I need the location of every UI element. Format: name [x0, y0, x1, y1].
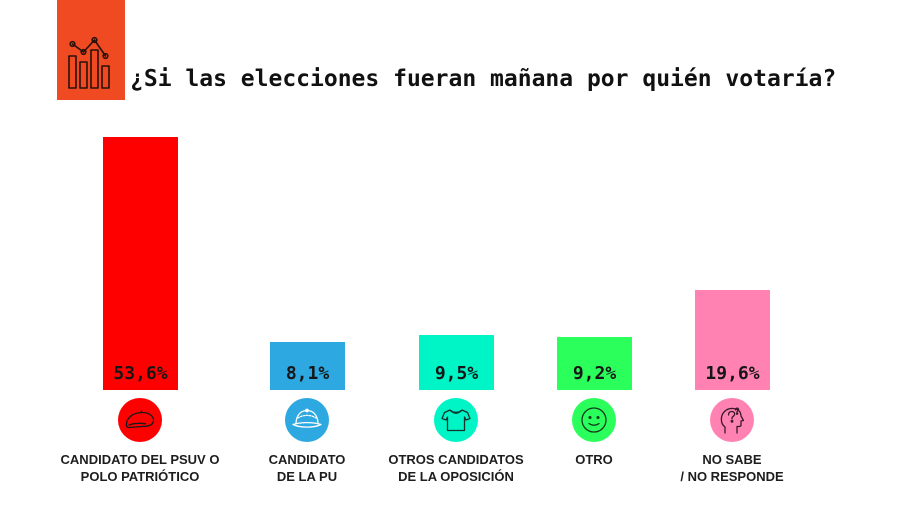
bar-otros-candidatos: 9,5% [419, 335, 494, 390]
bar-psuv: 53,6% [103, 136, 178, 390]
category-group-psuv: 53,6% CANDIDATO DEL PSUV O POLO PATRIÓTI… [40, 0, 240, 508]
data-label-psuv: 53,6% [113, 363, 168, 384]
header-badge [57, 0, 125, 100]
category-label-pu: CANDIDATO DE LA PU [268, 452, 346, 484]
category-label-psuv: CANDIDATO DEL PSUV O POLO PATRIÓTICO [60, 452, 220, 484]
smiley-icon [572, 398, 616, 442]
beret-icon [118, 398, 162, 442]
head-question-icon [710, 398, 754, 442]
data-label-otros-candidatos: 9,5% [434, 363, 479, 384]
bar-otro: 9,2% [557, 336, 632, 390]
chart-title: ¿Si las elecciones fueran mañana por qui… [130, 66, 837, 92]
data-label-no-sabe: 19,6% [705, 363, 760, 384]
category-group-no-sabe: 19,6% NO SABE / NO RESPONDE [632, 0, 832, 508]
category-group-pu: 8,1% CANDIDATO DE LA PU [207, 0, 407, 508]
category-group-otros-candidatos: 9,5% OTROS CANDIDATOS DE LA OPOSICIÓN [356, 0, 556, 508]
category-label-otros-candidatos: OTROS CANDIDATOS DE LA OPOSICIÓN [388, 452, 524, 484]
data-label-pu: 8,1% [285, 363, 330, 384]
data-label-otro: 9,2% [572, 363, 617, 384]
t-shirt-icon [434, 398, 478, 442]
category-label-no-sabe: NO SABE / NO RESPONDE [680, 452, 784, 484]
chart-icon [68, 36, 110, 89]
category-label-otro: OTRO [575, 452, 613, 467]
bar-no-sabe: 19,6% [695, 289, 770, 390]
category-group-otro: 9,2% OTRO [494, 0, 694, 508]
bar-pu: 8,1% [270, 341, 345, 390]
cap-icon [285, 398, 329, 442]
